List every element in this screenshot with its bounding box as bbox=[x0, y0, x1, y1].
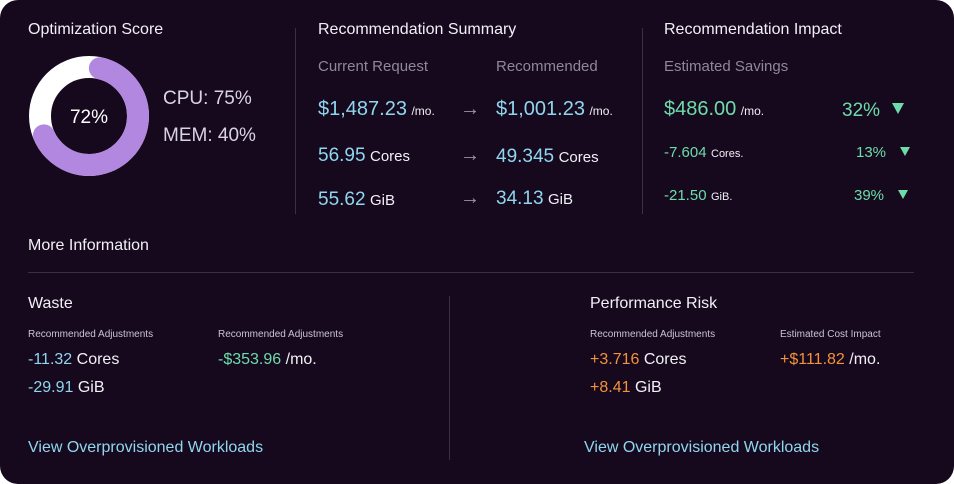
savings-cost-trend: 32% bbox=[842, 100, 905, 122]
recommended-cost-unit: /mo. bbox=[589, 104, 613, 118]
performance-risk-title: Performance Risk bbox=[590, 295, 718, 312]
current-request-header: Current Request bbox=[318, 58, 429, 75]
savings-memory: -21.50 GiB. bbox=[664, 187, 732, 205]
divider bbox=[642, 28, 643, 214]
current-cores-unit: Cores bbox=[370, 148, 411, 165]
current-memory-unit: GiB bbox=[370, 192, 396, 209]
savings-cores-percent: 13% bbox=[856, 144, 887, 161]
arrow-right-icon: → bbox=[460, 144, 480, 166]
risk-cores-unit: Cores bbox=[643, 351, 687, 368]
savings-cores: -7.604 Cores. bbox=[664, 144, 743, 162]
waste-cost-label: Recommended Adjustments bbox=[218, 329, 344, 340]
estimated-savings-header: Estimated Savings bbox=[664, 58, 789, 75]
view-overprovisioned-workloads-link[interactable]: View Overprovisioned Workloads bbox=[28, 439, 264, 456]
risk-memory-value: +8.41 bbox=[590, 379, 631, 396]
recommended-cost-value: $1,001.23 bbox=[496, 98, 585, 120]
current-cost: $1,487.23 /mo. bbox=[318, 98, 435, 121]
risk-memory-unit: GiB bbox=[634, 379, 662, 396]
recommended-memory: 34.13 GiB bbox=[496, 188, 573, 210]
waste-cost-unit: /mo. bbox=[285, 351, 317, 368]
risk-cores: +3.716 Cores bbox=[590, 351, 687, 369]
recommended-memory-value: 34.13 bbox=[496, 188, 544, 209]
waste-cost: -$353.96 /mo. bbox=[218, 351, 317, 369]
waste-adjustments-label: Recommended Adjustments bbox=[28, 329, 154, 340]
triangle-down-icon bbox=[900, 147, 911, 156]
current-memory: 55.62 GiB bbox=[318, 189, 395, 211]
current-cores-value: 56.95 bbox=[318, 145, 366, 166]
current-cores: 56.95 Cores bbox=[318, 145, 410, 167]
current-cost-unit: /mo. bbox=[411, 104, 435, 118]
view-overprovisioned-workloads-link[interactable]: View Overprovisioned Workloads bbox=[584, 439, 820, 456]
more-information-title: More Information bbox=[28, 237, 149, 254]
savings-cost-unit: /mo. bbox=[740, 104, 765, 118]
triangle-down-icon bbox=[898, 190, 909, 199]
savings-memory-trend: 39% bbox=[854, 187, 909, 205]
recommendation-summary-title: Recommendation Summary bbox=[318, 21, 517, 38]
savings-cost-percent: 32% bbox=[842, 100, 881, 121]
cpu-stat: CPU: 75% bbox=[163, 88, 252, 110]
risk-memory: +8.41 GiB bbox=[590, 379, 662, 397]
recommended-memory-unit: GiB bbox=[548, 191, 574, 208]
savings-memory-unit: GiB. bbox=[711, 191, 733, 203]
risk-cost: +$111.82 /mo. bbox=[780, 351, 880, 369]
divider bbox=[295, 28, 296, 214]
arrow-right-icon: → bbox=[460, 187, 480, 209]
triangle-down-icon bbox=[892, 103, 905, 114]
arrow-right-icon: → bbox=[460, 98, 480, 120]
current-memory-value: 55.62 bbox=[318, 189, 366, 210]
divider bbox=[449, 296, 450, 460]
mem-label: MEM: bbox=[163, 125, 213, 146]
recommended-cores: 49.345 Cores bbox=[496, 146, 599, 168]
cpu-value: 75% bbox=[213, 88, 252, 109]
recommended-cores-value: 49.345 bbox=[496, 146, 555, 167]
divider bbox=[28, 272, 914, 273]
gauge-score-label: 72% bbox=[70, 107, 108, 128]
optimization-score-gauge: 72% bbox=[29, 56, 149, 176]
current-cost-value: $1,487.23 bbox=[318, 98, 407, 120]
recommended-cores-unit: Cores bbox=[558, 149, 599, 166]
risk-cost-label: Estimated Cost Impact bbox=[780, 329, 881, 340]
savings-cores-trend: 13% bbox=[856, 144, 911, 162]
waste-cost-value: -$353.96 bbox=[218, 351, 282, 368]
risk-cost-unit: /mo. bbox=[849, 351, 881, 368]
savings-memory-percent: 39% bbox=[854, 187, 885, 204]
gauge-fill bbox=[29, 56, 149, 176]
waste-memory-unit: GiB bbox=[77, 379, 105, 396]
recommended-header: Recommended bbox=[496, 58, 598, 75]
risk-cores-value: +3.716 bbox=[590, 351, 640, 368]
savings-memory-value: -21.50 bbox=[664, 187, 707, 204]
waste-cores: -11.32 Cores bbox=[28, 351, 119, 369]
savings-cost-value: $486.00 bbox=[664, 98, 737, 120]
waste-memory: -29.91 GiB bbox=[28, 379, 105, 397]
risk-cost-value: +$111.82 bbox=[780, 351, 845, 368]
savings-cores-value: -7.604 bbox=[664, 144, 707, 161]
waste-title: Waste bbox=[28, 295, 73, 312]
optimization-score-title: Optimization Score bbox=[28, 21, 164, 38]
mem-value: 40% bbox=[217, 125, 256, 146]
waste-cores-unit: Cores bbox=[76, 351, 120, 368]
mem-stat: MEM: 40% bbox=[163, 125, 256, 147]
cpu-label: CPU: bbox=[163, 88, 209, 109]
savings-cost: $486.00 /mo. bbox=[664, 98, 764, 121]
waste-cores-value: -11.32 bbox=[28, 351, 73, 368]
risk-adjustments-label: Recommended Adjustments bbox=[590, 329, 716, 340]
savings-cores-unit: Cores. bbox=[711, 148, 744, 160]
recommended-cost: $1,001.23 /mo. bbox=[496, 98, 613, 121]
recommendation-impact-title: Recommendation Impact bbox=[664, 21, 842, 38]
waste-memory-value: -29.91 bbox=[28, 379, 74, 396]
